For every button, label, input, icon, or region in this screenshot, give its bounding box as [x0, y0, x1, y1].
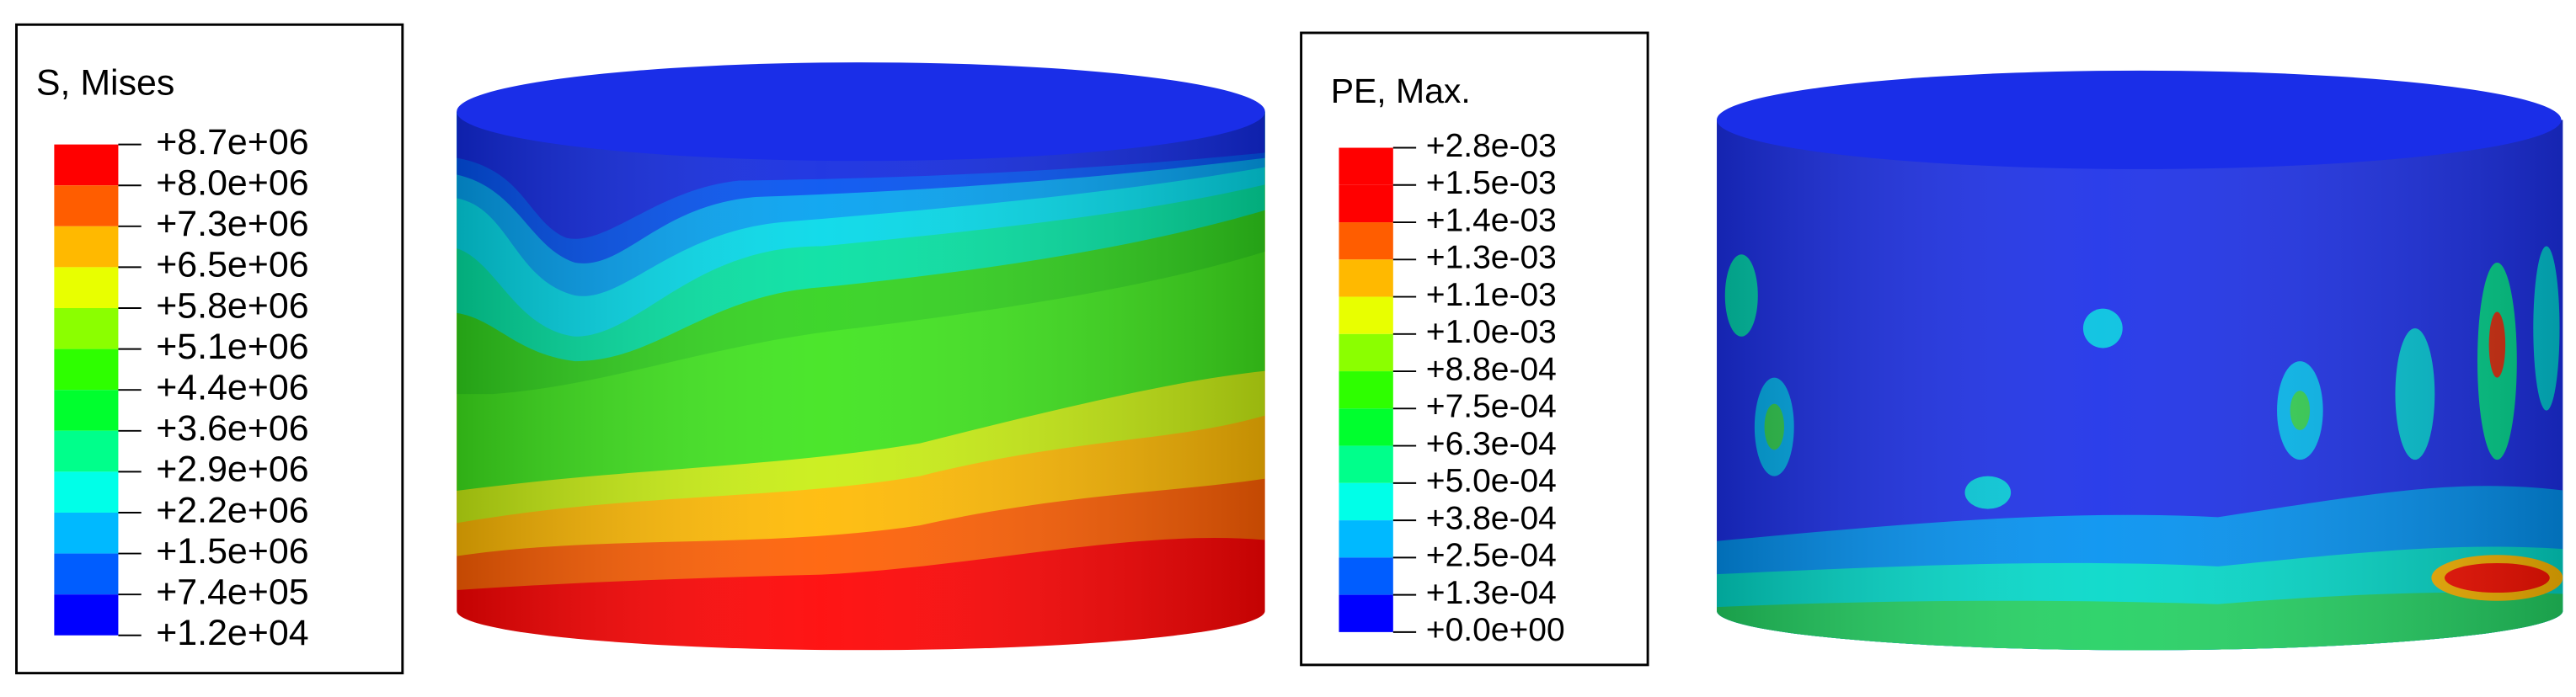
legend-label: +2.5e-04 — [1426, 538, 1557, 574]
legend-label: +6.5e+06 — [156, 245, 308, 285]
legend-swatch — [1339, 520, 1393, 558]
cylinder-top — [1717, 70, 2562, 169]
legend-swatch — [54, 226, 119, 268]
legend-swatch — [1339, 445, 1393, 483]
legend-label: +7.3e+06 — [156, 204, 308, 244]
legend-title: PE, Max. — [1331, 72, 1471, 110]
legend-label: +8.8e-04 — [1426, 351, 1557, 387]
legend-swatch — [1339, 482, 1393, 521]
legend-swatch — [54, 308, 119, 349]
legend-label: +5.8e+06 — [156, 285, 308, 326]
legend-swatch — [54, 430, 119, 472]
legend-swatch — [1339, 557, 1393, 595]
legend-label: +1.5e-03 — [1426, 165, 1557, 201]
legend-label: +2.9e+06 — [156, 450, 308, 490]
legend-title: S, Mises — [36, 63, 174, 104]
legend-label: +7.4e+05 — [156, 572, 308, 612]
legend: S, Mises +8.7e+06+8.0e+06+7.3e+06+6.5e+06… — [36, 63, 309, 653]
legend-swatch — [1339, 408, 1393, 446]
contour-cylinder — [1717, 120, 2563, 651]
legend-swatch — [54, 348, 119, 391]
legend-label: +1.3e-03 — [1426, 240, 1557, 276]
legend-label: +3.6e+06 — [156, 408, 308, 449]
legend-label: +4.4e+06 — [156, 368, 308, 408]
legend-swatch — [1339, 184, 1393, 223]
legend-label: +1.5e+06 — [156, 531, 308, 572]
legend-label: +3.8e-04 — [1426, 500, 1557, 536]
legend-swatch — [1339, 147, 1393, 185]
legend-label: +1.2e+04 — [156, 613, 308, 653]
legend: PE, Max. +2.8e-03+1.5e-03+1.4e-03+1.3e-03… — [1331, 72, 1565, 648]
legend-label: +8.0e+06 — [156, 163, 308, 204]
legend-swatch — [54, 185, 119, 226]
legend-swatch — [1339, 333, 1393, 372]
legend-swatch — [54, 553, 119, 595]
legend-label: +1.0e-03 — [1426, 314, 1557, 350]
legend-swatch — [54, 267, 119, 309]
legend-label: +0.0e+00 — [1426, 612, 1565, 648]
legend-swatch — [54, 471, 119, 513]
legend-swatch — [54, 390, 119, 431]
legend-swatch — [54, 594, 119, 636]
contour-cylinder — [457, 111, 1265, 651]
legend-label: +1.3e-04 — [1426, 575, 1557, 611]
legend-swatch — [54, 144, 119, 186]
legend-swatch — [1339, 371, 1393, 409]
cylinder-top — [457, 62, 1265, 162]
legend-label: +8.7e+06 — [156, 122, 308, 162]
legend-label: +2.2e+06 — [156, 490, 308, 530]
legend-swatch — [1339, 222, 1393, 260]
legend-swatch — [1339, 259, 1393, 297]
legend-swatch — [54, 512, 119, 554]
legend-label: +5.0e-04 — [1426, 463, 1557, 499]
legend-label: +1.1e-03 — [1426, 277, 1557, 313]
legend-label: +2.8e-03 — [1426, 128, 1557, 164]
legend-swatch — [1339, 594, 1393, 632]
legend-label: +7.5e-04 — [1426, 389, 1557, 425]
legend-swatch — [1339, 296, 1393, 334]
legend-label: +6.3e-04 — [1426, 426, 1557, 462]
legend-label: +5.1e+06 — [156, 327, 308, 367]
legend-label: +1.4e-03 — [1426, 202, 1557, 238]
